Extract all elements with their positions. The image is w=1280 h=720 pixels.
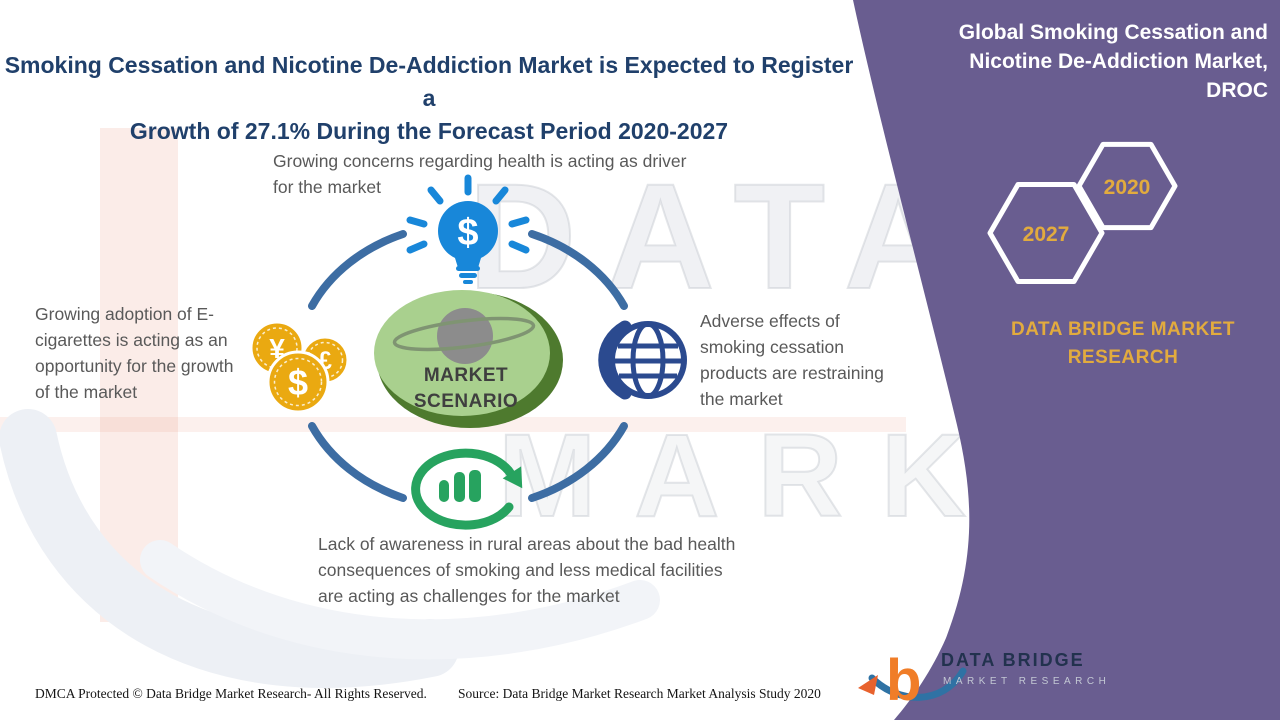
page-title: Smoking Cessation and Nicotine De-Addict… [0,49,858,148]
page-title-line1: Smoking Cessation and Nicotine De-Addict… [4,52,854,111]
logo-name: DATA BRIDGE [941,650,1085,670]
watermark-vertical-band [100,128,178,622]
footer-source: Source: Data Bridge Market Research Mark… [458,686,821,701]
footer-dmca: DMCA Protected © Data Bridge Market Rese… [35,686,427,701]
opportunity-annotation: Growing adoption of E-cigarettes is acti… [35,304,234,402]
panel-heading: Global Smoking Cessation and Nicotine De… [958,21,1268,102]
restraint-annotation: Adverse effects of smoking cessation pro… [700,311,884,409]
driver-annotation: Growing concerns regarding health is act… [273,151,687,197]
page-title-line2: Growth of 27.1% During the Forecast Peri… [129,118,729,144]
logo-subtitle: MARKET RESEARCH [943,676,1111,687]
challenge-annotation: Lack of awareness in rural areas about t… [318,534,736,606]
brand-text: DATA BRIDGE MARKET RESEARCH [1011,319,1235,368]
